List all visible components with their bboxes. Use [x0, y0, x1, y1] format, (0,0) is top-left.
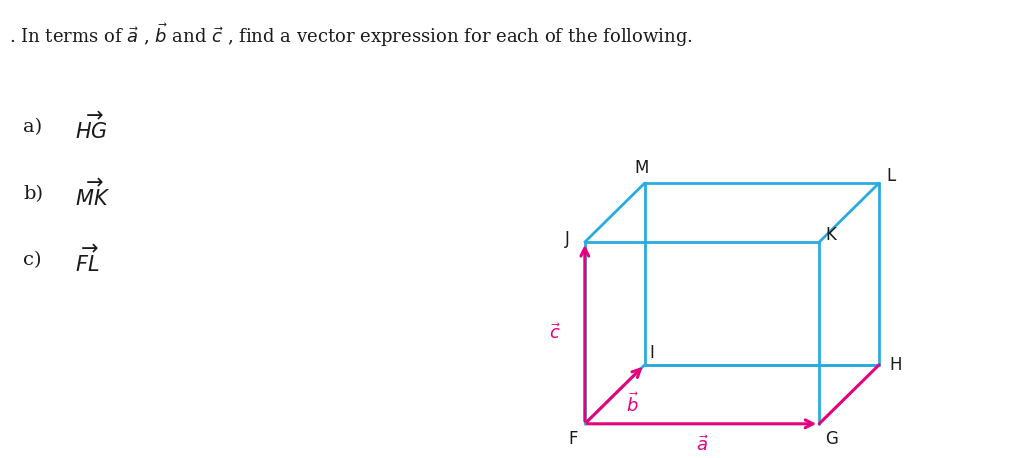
Text: $\vec{b}$: $\vec{b}$ — [627, 392, 639, 416]
Text: M: M — [634, 159, 649, 177]
Text: F: F — [568, 430, 578, 447]
Text: a): a) — [24, 118, 42, 136]
Text: $\overrightarrow{MK}$: $\overrightarrow{MK}$ — [76, 178, 110, 210]
Text: K: K — [826, 226, 837, 244]
Text: G: G — [825, 430, 837, 447]
Text: I: I — [650, 344, 655, 362]
Text: $\overrightarrow{FL}$: $\overrightarrow{FL}$ — [76, 244, 99, 276]
Text: $\overrightarrow{HG}$: $\overrightarrow{HG}$ — [76, 111, 108, 143]
Text: $\vec{c}$: $\vec{c}$ — [549, 323, 562, 343]
Text: b): b) — [24, 185, 44, 203]
Text: J: J — [565, 230, 570, 248]
Text: H: H — [889, 356, 901, 374]
Text: L: L — [887, 167, 896, 185]
Text: . In terms of $\vec{a}$ , $\vec{b}$ and $\vec{c}$ , find a vector expression for: . In terms of $\vec{a}$ , $\vec{b}$ and … — [9, 21, 693, 49]
Text: c): c) — [24, 251, 41, 269]
Text: $\vec{a}$: $\vec{a}$ — [695, 436, 709, 455]
